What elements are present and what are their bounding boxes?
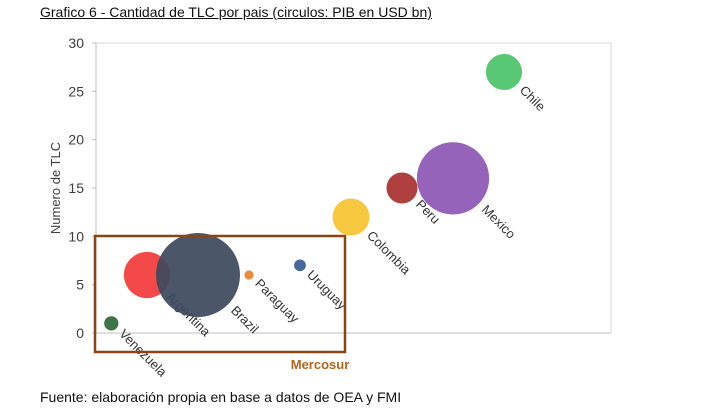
mercosur-box [93, 234, 347, 354]
chart-title: Grafico 6 - Cantidad de TLC por pais (ci… [40, 4, 432, 20]
y-tick-label: 10 [68, 228, 84, 244]
y-tick-label: 30 [68, 35, 84, 51]
bubble-label-chile: Chile [517, 83, 549, 115]
bubble-label-colombia: Colombia [364, 228, 414, 278]
mercosur-label: Mercosur [291, 357, 350, 372]
bubble-label-paraguay: Paraguay [252, 276, 302, 326]
bubble-chile [485, 53, 523, 91]
y-tick-label: 0 [76, 325, 84, 341]
bubble-mexico [416, 142, 490, 215]
y-tick-label: 15 [68, 180, 84, 196]
bubble-uruguay [294, 259, 306, 272]
bubble-peru [386, 172, 418, 204]
y-tick-label: 20 [68, 132, 84, 148]
bubble-colombia [332, 198, 370, 236]
bubble-label-brazil: Brazil [228, 303, 262, 337]
bubble-label-uruguay: Uruguay [304, 267, 350, 313]
bubble-brazil [156, 233, 240, 317]
bubble-label-mexico: Mexico [479, 202, 519, 242]
bubble-paraguay [244, 270, 254, 280]
bubble-venezuela [104, 316, 119, 331]
y-tick-label: 5 [76, 277, 84, 293]
y-tick-label: 25 [68, 83, 84, 99]
y-axis-label: Numero de TLC [48, 142, 63, 234]
source-note: Fuente: elaboración propia en base a dat… [40, 389, 402, 405]
